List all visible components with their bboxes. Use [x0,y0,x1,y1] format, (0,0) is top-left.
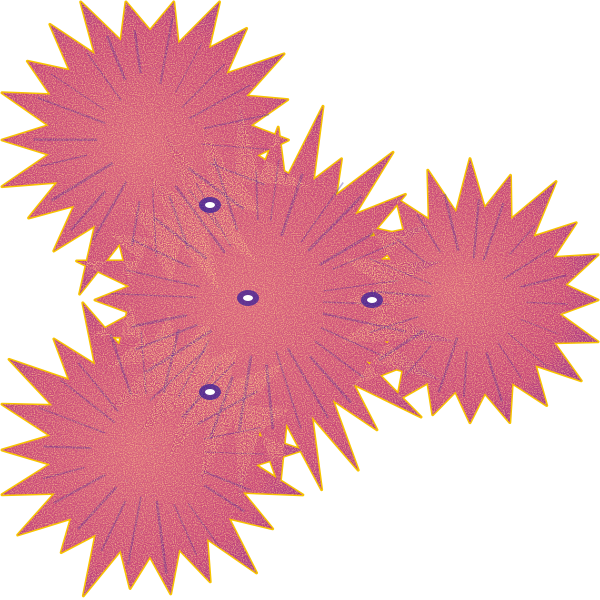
fractal-cores [199,197,383,400]
lower-left-core [199,384,221,400]
central-rift [237,290,259,306]
lobe-shadow-speckle-3 [76,102,456,499]
upper-left-core [199,197,221,213]
right-core [361,292,383,308]
